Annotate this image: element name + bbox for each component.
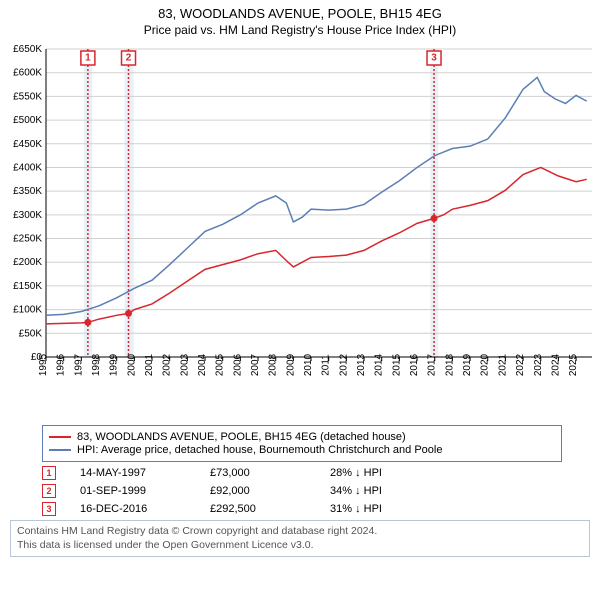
event-delta: 28% ↓ HPI (330, 467, 382, 479)
sale-point (125, 310, 132, 317)
y-tick-label: £500K (13, 115, 42, 126)
event-price: £73,000 (210, 467, 330, 479)
event-price: £92,000 (210, 485, 330, 497)
y-tick-label: £600K (13, 68, 42, 79)
chart-title-main: 83, WOODLANDS AVENUE, POOLE, BH15 4EG (0, 6, 600, 21)
y-tick-label: £550K (13, 91, 42, 102)
y-tick-label: £350K (13, 186, 42, 197)
legend-item: 83, WOODLANDS AVENUE, POOLE, BH15 4EG (d… (49, 431, 555, 443)
y-tick-label: £300K (13, 210, 42, 221)
y-tick-label: £450K (13, 139, 42, 150)
event-delta: 31% ↓ HPI (330, 503, 382, 515)
event-marker: 1 (42, 466, 56, 480)
sale-event-row: 3 16-DEC-2016£292,50031% ↓ HPI (42, 502, 590, 516)
event-date: 16-DEC-2016 (80, 503, 210, 515)
y-tick-label: £400K (13, 162, 42, 173)
sale-event-row: 1 14-MAY-1997£73,00028% ↓ HPI (42, 466, 590, 480)
sale-events-list: 1 14-MAY-1997£73,00028% ↓ HPI 2 01-SEP-1999… (42, 466, 590, 516)
sale-marker-number: 1 (85, 53, 91, 64)
sale-marker-number: 3 (431, 53, 437, 64)
price-chart: £0£50K£100K£150K£200K£250K£300K£350K£400… (0, 39, 600, 419)
event-date: 01-SEP-1999 (80, 485, 210, 497)
y-tick-label: £50K (19, 328, 43, 339)
y-tick-label: £250K (13, 234, 42, 245)
legend-swatch (49, 449, 71, 451)
y-tick-label: £150K (13, 281, 42, 292)
legend: 83, WOODLANDS AVENUE, POOLE, BH15 4EG (d… (42, 425, 562, 462)
event-marker: 2 (42, 484, 56, 498)
sale-point (84, 319, 91, 326)
chart-title-block: 83, WOODLANDS AVENUE, POOLE, BH15 4EG Pr… (0, 0, 600, 39)
y-tick-label: £650K (13, 44, 42, 55)
sale-point (431, 215, 438, 222)
legend-label: HPI: Average price, detached house, Bour… (77, 444, 442, 456)
sale-event-row: 2 01-SEP-1999£92,00034% ↓ HPI (42, 484, 590, 498)
footer-line-2: This data is licensed under the Open Gov… (17, 539, 583, 553)
footer-line-1: Contains HM Land Registry data © Crown c… (17, 525, 583, 539)
chart-container: £0£50K£100K£150K£200K£250K£300K£350K£400… (0, 39, 600, 419)
y-tick-label: £100K (13, 305, 42, 316)
event-date: 14-MAY-1997 (80, 467, 210, 479)
event-marker: 3 (42, 502, 56, 516)
legend-swatch (49, 436, 71, 438)
event-price: £292,500 (210, 503, 330, 515)
event-delta: 34% ↓ HPI (330, 485, 382, 497)
data-attribution-footer: Contains HM Land Registry data © Crown c… (10, 520, 590, 557)
chart-title-sub: Price paid vs. HM Land Registry's House … (0, 23, 600, 37)
y-tick-label: £200K (13, 257, 42, 268)
legend-item: HPI: Average price, detached house, Bour… (49, 444, 555, 456)
legend-label: 83, WOODLANDS AVENUE, POOLE, BH15 4EG (d… (77, 431, 406, 443)
sale-marker-number: 2 (126, 53, 132, 64)
